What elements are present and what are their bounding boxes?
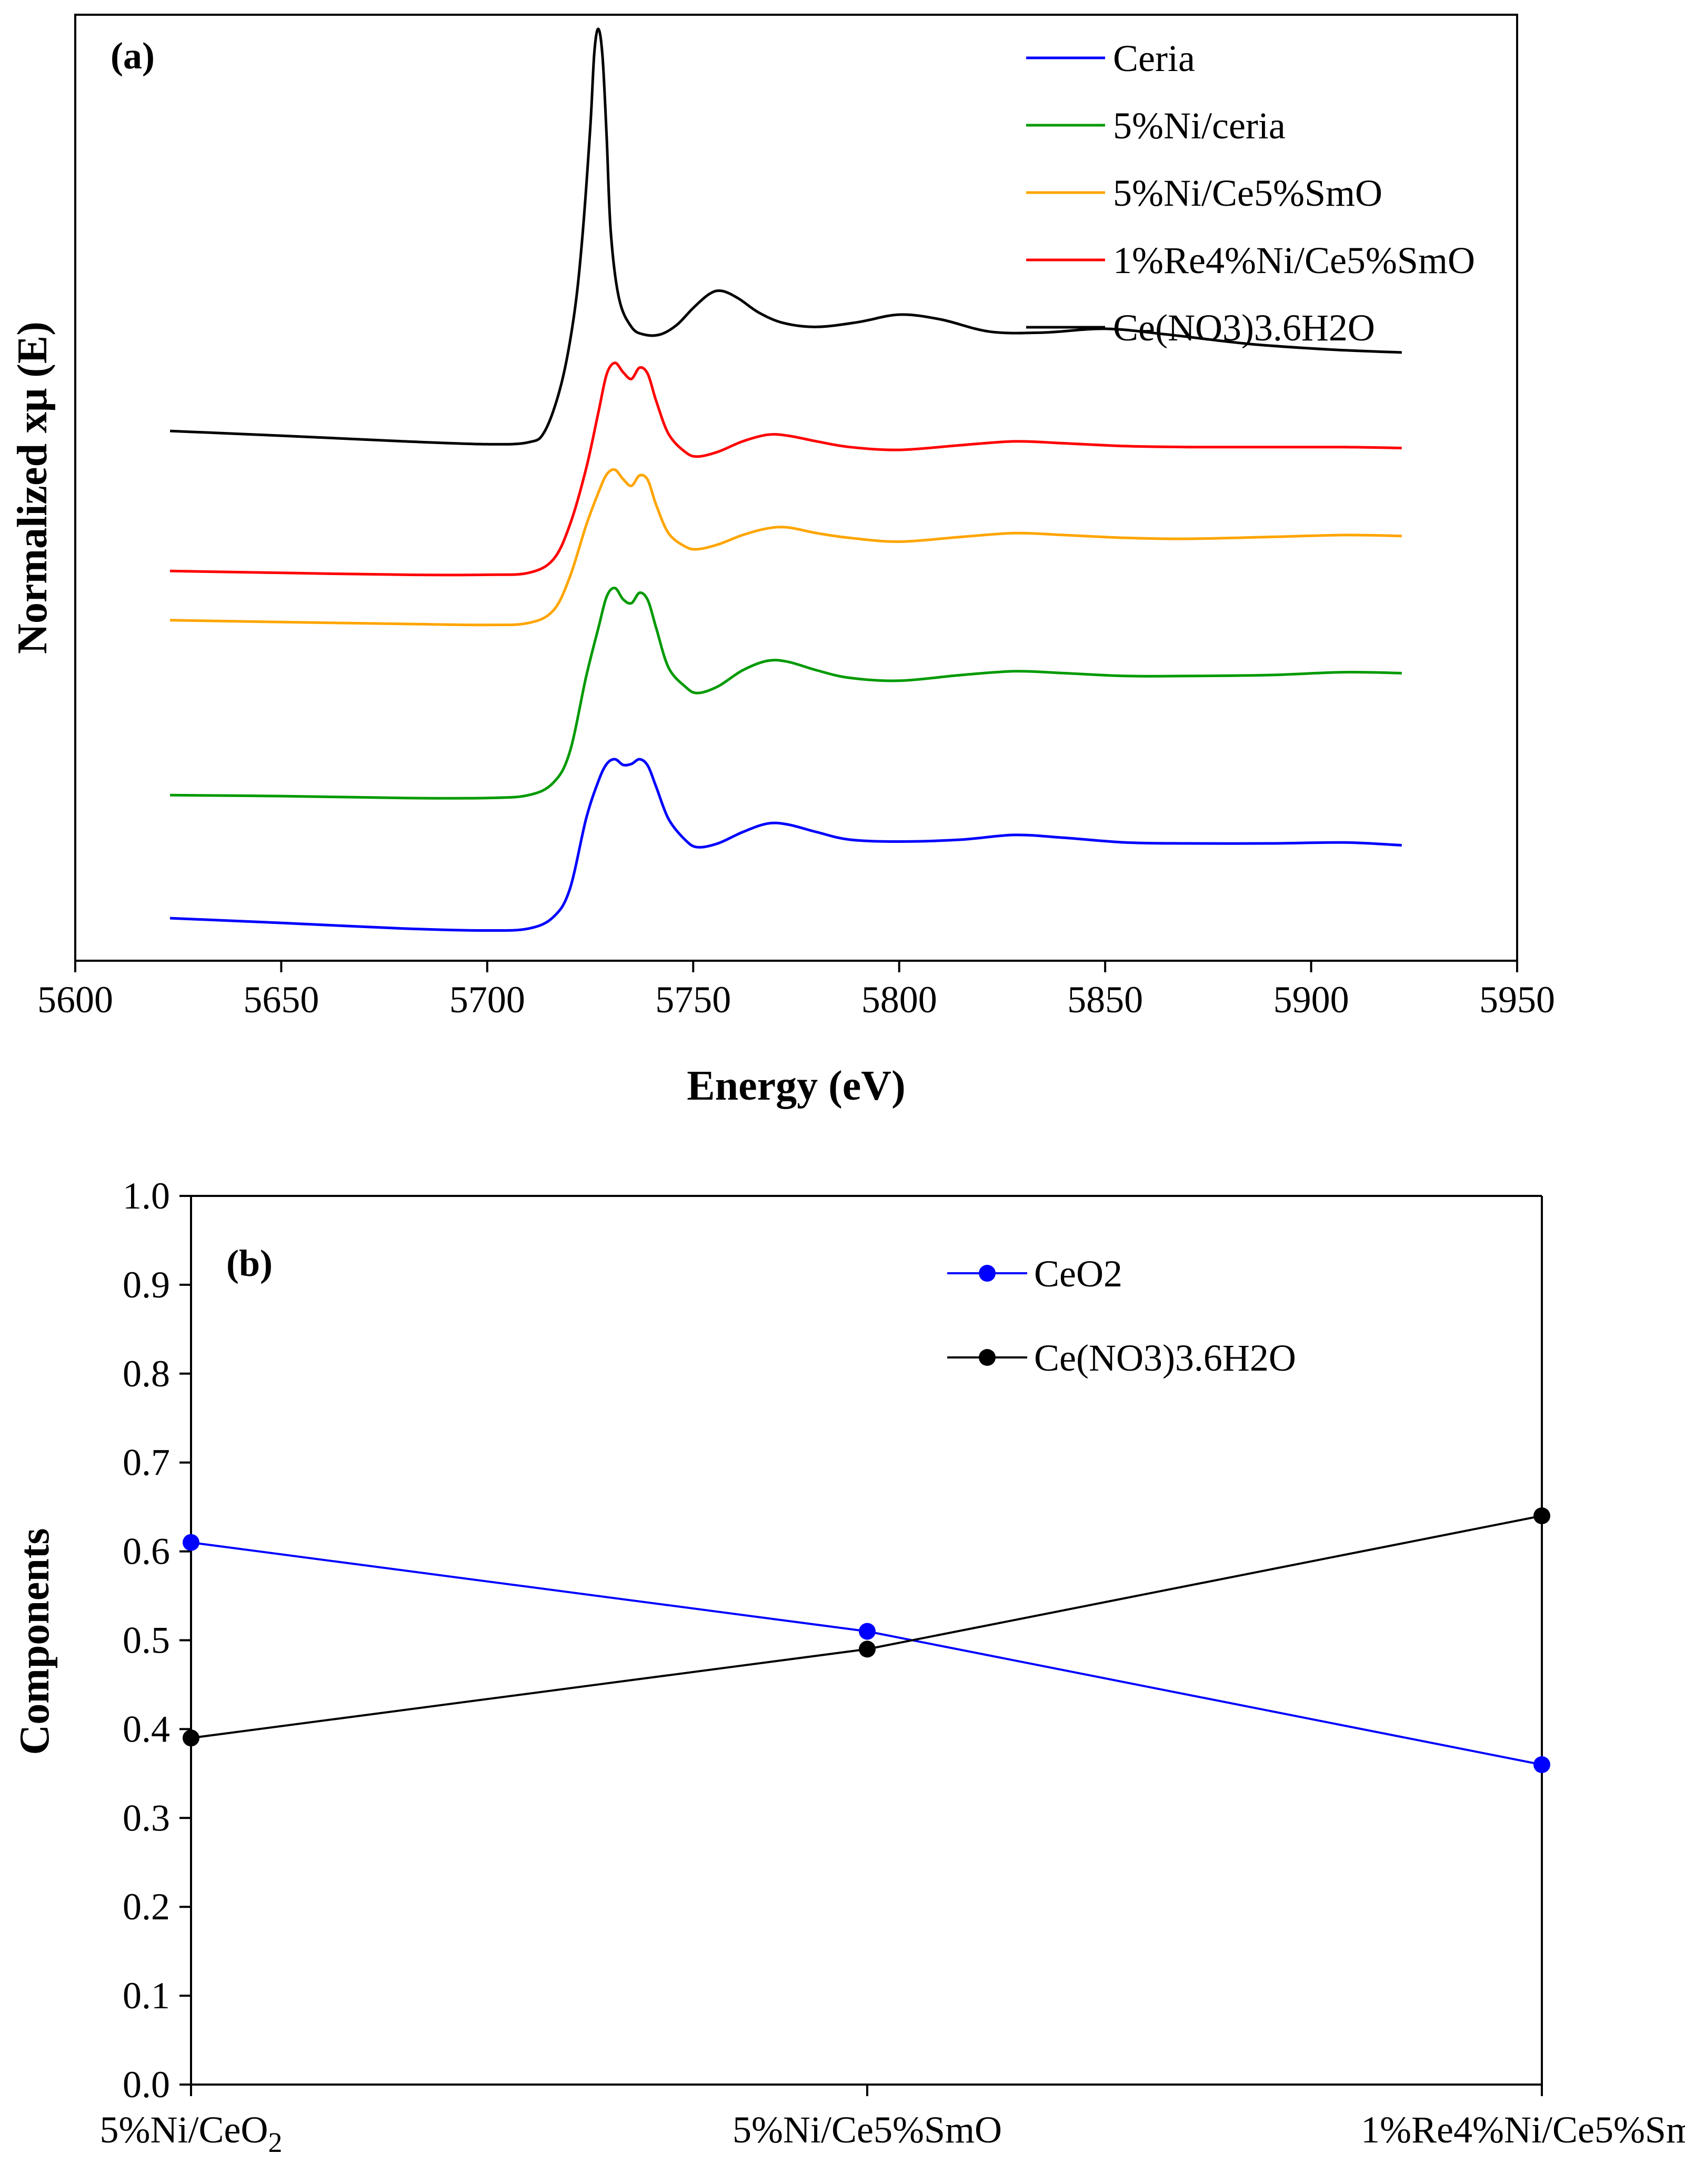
panel-b-y-axis-title: Components (12, 1528, 58, 1755)
panel-b-chart: (b) 0.0 0.1 0.2 0.3 0.4 0.5 0.6 0.7 0.8 0.9 1.0 5%… (12, 1175, 1685, 2158)
panel-b-data-point-ce-no3-3-6h2o (859, 1640, 876, 1658)
panel-a-x-tick-label: 5750 (655, 979, 731, 1021)
panel-b-y-tick-label: 0.1 (123, 1975, 170, 2017)
panel-b-y-tick-label: 0.6 (123, 1531, 170, 1573)
panel-a-x-tick-label: 5600 (37, 979, 113, 1021)
panel-a-series-line-5-ni-ceria (170, 587, 1402, 800)
panel-a-x-tick-label: 5900 (1273, 979, 1349, 1021)
panel-a-x-tick-label: 5850 (1067, 979, 1143, 1021)
panel-b-y-tick-label: 0.7 (123, 1442, 170, 1484)
panel-a-series-group (169, 27, 1402, 932)
panel-b-y-tick-label: 1.0 (123, 1175, 170, 1217)
panel-b-legend: CeO2 Ce(NO3)3.6H2O (947, 1253, 1296, 1379)
panel-b-y-tick-label: 0.2 (123, 1886, 170, 1928)
panel-b-y-tick-label: 0.3 (123, 1797, 170, 1839)
panel-a-legend-label: 5%Ni/Ce5%SmO (1113, 172, 1382, 214)
panel-b-legend-marker-ce-no3-3-6h2o (979, 1349, 996, 1366)
panel-b-x-ticks: 5%Ni/CeO2 5%Ni/Ce5%SmO 1%Re4%Ni/Ce5%SmO (100, 2085, 1685, 2158)
panel-a-x-tick-label: 5650 (243, 979, 319, 1021)
panel-a-series-line-5-ni-ce5-smo (170, 468, 1402, 627)
panel-a-chart: (a) 5600 5650 5700 5750 5800 5850 5900 5950 Ene… (9, 14, 1555, 1109)
panel-b-data-point-ce-no3-3-6h2o (183, 1729, 199, 1747)
panel-b-legend-label: Ce(NO3)3.6H2O (1034, 1337, 1296, 1379)
panel-b-x-tick-label: 5%Ni/Ce5%SmO (733, 2109, 1002, 2151)
panel-a-legend-label: 5%Ni/ceria (1113, 105, 1286, 147)
panel-a-series-line-1-re4-ni-ce5-smo (170, 361, 1402, 577)
panel-b-y-tick-label: 0.5 (123, 1619, 170, 1662)
panel-a-x-tick-label: 5700 (449, 979, 525, 1021)
panel-a-plot-area (74, 14, 1518, 962)
panel-a-legend-label: Ceria (1113, 37, 1195, 79)
panel-a-x-tick-label: 5800 (861, 979, 937, 1021)
panel-a-legend-label: 1%Re4%Ni/Ce5%SmO (1113, 239, 1475, 281)
panel-a-x-ticks: 5600 5650 5700 5750 5800 5850 5900 5950 (37, 961, 1555, 1021)
panel-a-x-tick-label: 5950 (1479, 979, 1555, 1021)
panel-a-y-axis-title: Normalized xμ (E) (9, 321, 56, 654)
panel-b-data-point-ce-no3-3-6h2o (1533, 1507, 1550, 1524)
panel-b-legend-marker-ceo2 (979, 1265, 996, 1282)
panel-b-series-group (183, 1507, 1550, 1773)
panel-b-y-tick-label: 0.4 (123, 1708, 170, 1750)
panel-b-x-tick-label: 5%Ni/CeO2 (100, 2109, 283, 2158)
panel-b-label: (b) (226, 1242, 273, 1284)
panel-b-data-point-ceo2 (859, 1623, 876, 1640)
panel-a-legend: Ceria 5%Ni/ceria 5%Ni/Ce5%SmO 1%Re4%Ni/Ce5%… (1026, 37, 1475, 349)
panel-a-series-line-ce-no3-3-6h2o (169, 27, 1402, 446)
panel-b-y-tick-label: 0.9 (123, 1264, 170, 1306)
panel-a-label: (a) (111, 35, 155, 77)
panel-a-x-axis-title: Energy (eV) (687, 1063, 905, 1109)
panel-b-y-tick-label: 0.8 (123, 1353, 170, 1395)
panel-b-legend-label: CeO2 (1034, 1253, 1122, 1295)
panel-b-data-point-ceo2 (1533, 1756, 1550, 1773)
panel-b-data-point-ceo2 (183, 1534, 199, 1551)
panel-b-x-tick-label: 1%Re4%Ni/Ce5%SmO (1361, 2109, 1685, 2151)
panel-b-y-ticks: 0.0 0.1 0.2 0.3 0.4 0.5 0.6 0.7 0.8 0.9 1.0 (123, 1175, 191, 2106)
panel-a-series-line-ceria (169, 758, 1402, 932)
panel-a-legend-label: Ce(NO3)3.6H2O (1113, 307, 1375, 349)
panel-b-y-tick-label: 0.0 (123, 2064, 170, 2106)
